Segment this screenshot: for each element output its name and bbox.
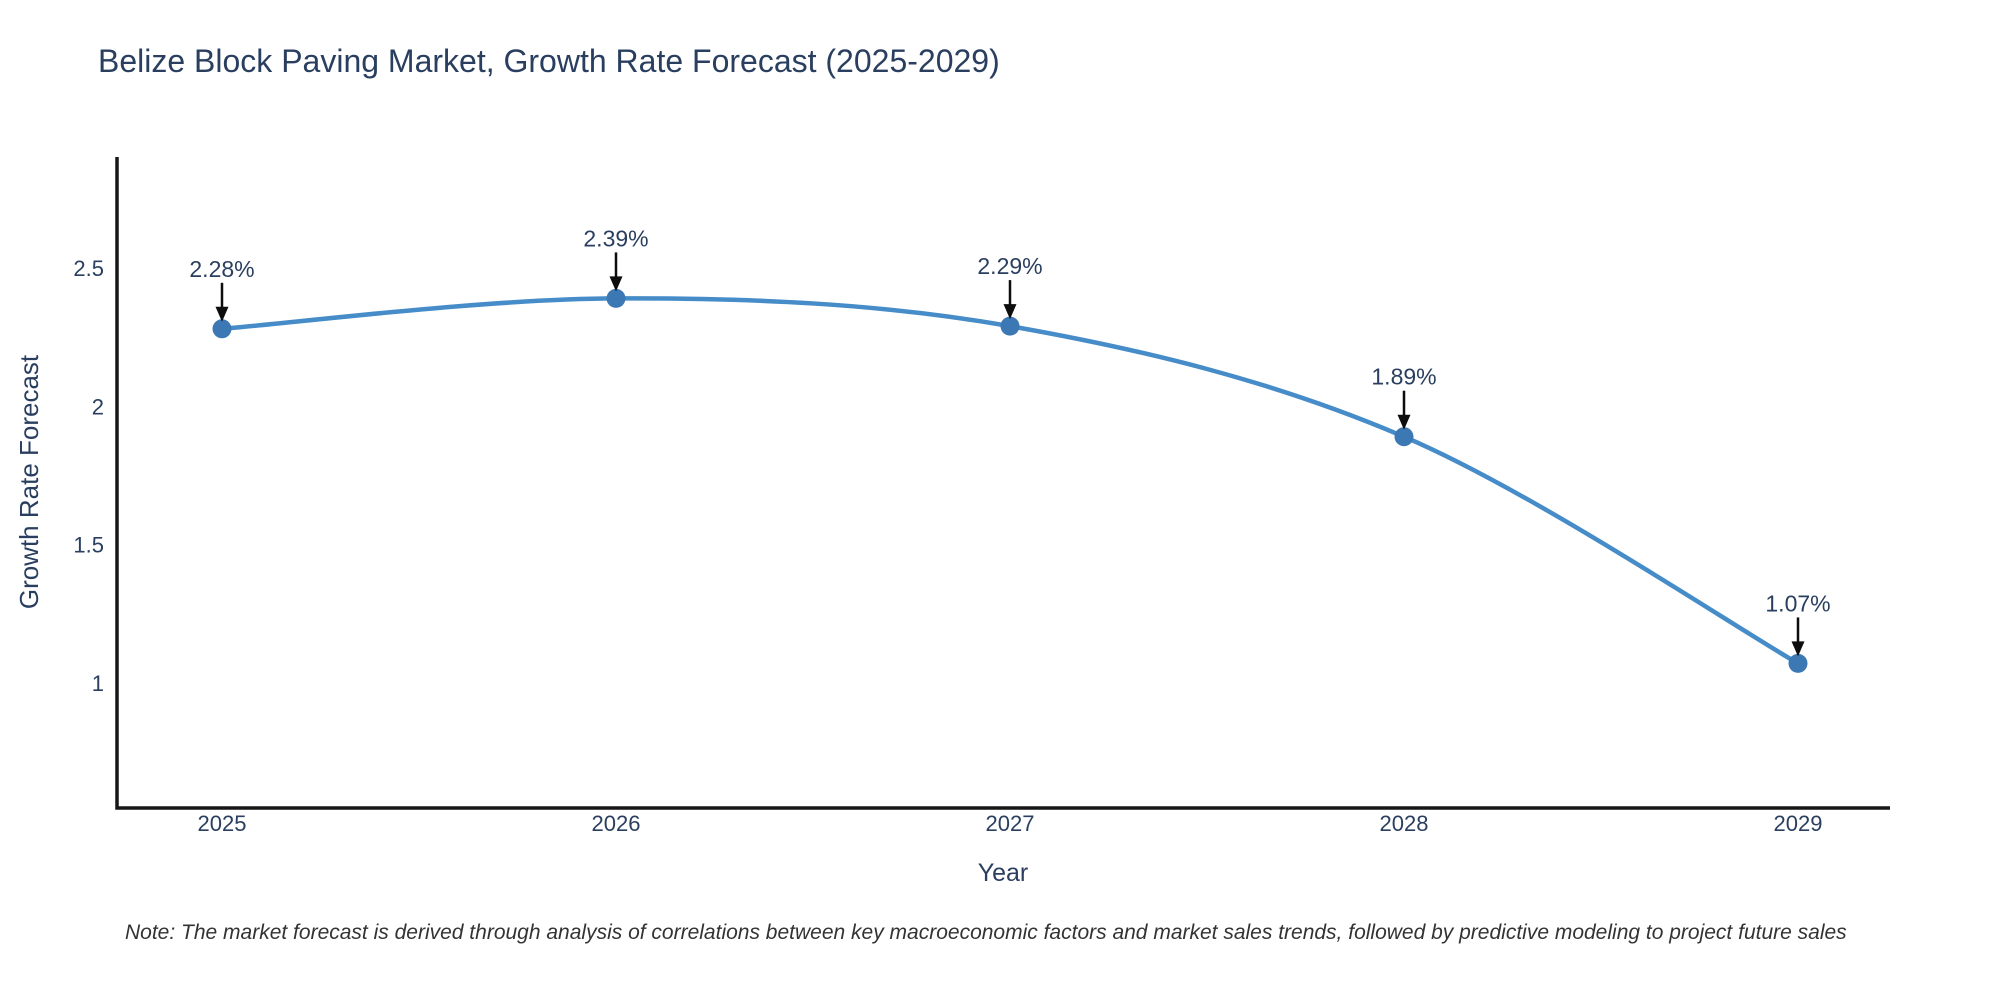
- annotation-arrowhead: [1397, 414, 1411, 430]
- y-tick-label: 1: [92, 671, 104, 696]
- annotation-label: 2.28%: [189, 256, 254, 282]
- x-tick-label: 2027: [986, 811, 1035, 836]
- y-axis-title: Growth Rate Forecast: [14, 354, 44, 609]
- x-tick-label: 2026: [592, 811, 641, 836]
- x-tick-label: 2029: [1774, 811, 1823, 836]
- x-tick-label: 2025: [198, 811, 247, 836]
- annotation-arrowhead: [609, 276, 623, 292]
- data-point-2028: [1394, 427, 1414, 447]
- x-tick-label: 2028: [1380, 811, 1429, 836]
- annotation-arrowhead: [1791, 641, 1805, 657]
- annotation-label: 2.39%: [583, 225, 648, 251]
- annotation-arrowhead: [215, 306, 229, 322]
- y-tick-label: 2: [92, 394, 104, 419]
- footnote: Note: The market forecast is derived thr…: [125, 921, 1847, 944]
- trend-line: [219, 296, 1801, 666]
- data-point-2025: [212, 319, 232, 339]
- y-tick-label: 2.5: [73, 256, 104, 281]
- y-tick-label: 1.5: [73, 533, 104, 558]
- chart-title: Belize Block Paving Market, Growth Rate …: [98, 43, 1000, 79]
- x-axis-title: Year: [978, 859, 1029, 887]
- point-annotations: 2.28% 2.39% 2.29% 1.89% 1.07%: [189, 225, 1831, 657]
- annotation-label: 1.89%: [1371, 364, 1436, 390]
- data-point-2027: [1000, 316, 1020, 336]
- annotation-label: 2.29%: [977, 253, 1042, 279]
- axis-spines: [115, 157, 1890, 810]
- data-point-2026: [606, 288, 626, 308]
- annotation-arrowhead: [1003, 304, 1017, 320]
- data-points: [212, 288, 1808, 673]
- x-axis-tick-labels: 2025 2026 2027 2028 2029: [198, 811, 1823, 836]
- y-axis-tick-labels: 2.5 2 1.5 1: [73, 256, 104, 696]
- data-point-2029: [1788, 653, 1808, 673]
- annotation-label: 1.07%: [1765, 590, 1830, 616]
